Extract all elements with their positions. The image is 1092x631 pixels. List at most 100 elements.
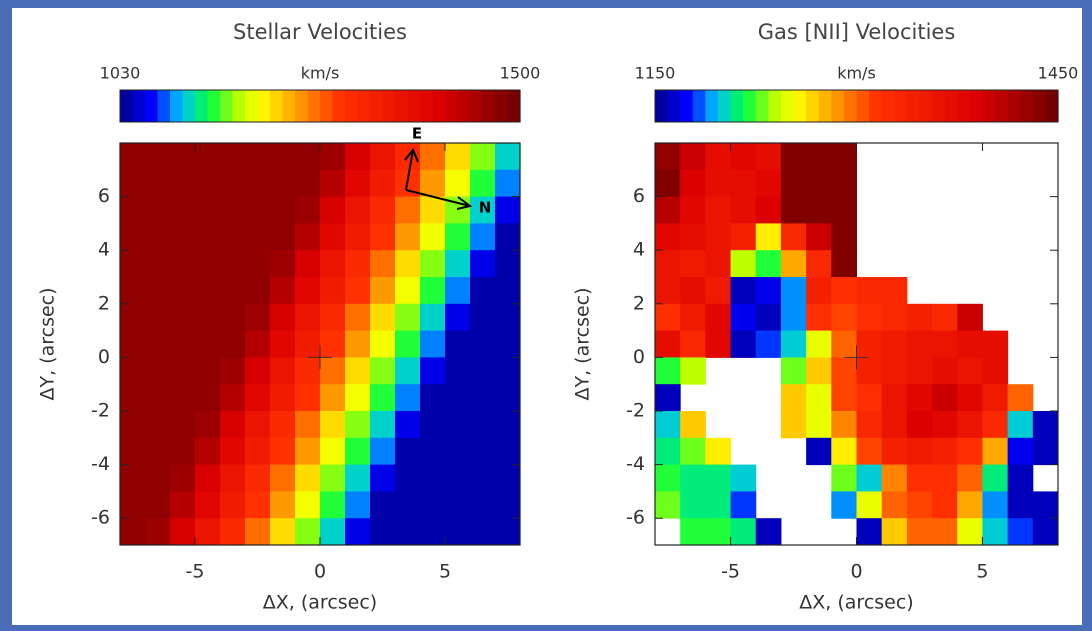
heatmap-cell xyxy=(470,330,496,358)
colorbar-min: 1030 xyxy=(100,64,141,83)
heatmap-cell xyxy=(831,357,857,385)
y-tick-label: 4 xyxy=(98,239,110,261)
heatmap-cell xyxy=(705,518,732,546)
heatmap-cell xyxy=(145,411,171,439)
heatmap-cell xyxy=(120,250,146,278)
heatmap-cell xyxy=(705,437,732,466)
y-tick-label: 6 xyxy=(633,185,645,207)
heatmap-cell xyxy=(730,250,757,278)
heatmap-cell xyxy=(806,437,832,466)
heatmap-cell xyxy=(780,143,807,171)
heatmap-cell xyxy=(856,411,883,439)
heatmap-cell xyxy=(806,196,832,224)
colorbar-band xyxy=(157,90,171,122)
heatmap-cell xyxy=(220,250,246,278)
heatmap-cell xyxy=(120,223,146,251)
chart-title: Gas [NII] Velocities xyxy=(758,20,956,44)
heatmap-cell xyxy=(370,437,396,466)
heatmap-cell xyxy=(370,518,396,546)
heatmap-cell xyxy=(245,223,271,251)
heatmap-cell xyxy=(245,330,271,358)
colorbar-band xyxy=(495,90,509,122)
y-tick-label: -4 xyxy=(626,453,645,475)
heatmap-cell xyxy=(831,437,857,466)
heatmap-cell xyxy=(470,491,496,519)
heatmap-cell xyxy=(655,437,681,466)
heatmap-cell xyxy=(445,303,471,332)
heatmap-cell xyxy=(220,303,246,332)
colorbar-max: 1450 xyxy=(1038,64,1079,83)
heatmap-cell xyxy=(705,196,732,224)
heatmap-cell xyxy=(495,143,521,171)
heatmap-cell xyxy=(445,464,471,492)
heatmap-cell xyxy=(145,437,171,466)
heatmap-cell xyxy=(806,411,832,439)
heatmap-cell xyxy=(170,169,196,198)
heatmap-cell xyxy=(982,330,1009,358)
heatmap-cell xyxy=(295,143,321,171)
heatmap-cell xyxy=(195,411,221,439)
heatmap-cell xyxy=(831,196,857,224)
y-tick-label: -6 xyxy=(626,507,645,529)
heatmap-cell xyxy=(295,384,321,412)
heatmap-cell xyxy=(320,277,346,305)
heatmap xyxy=(655,143,1059,546)
colorbar-band xyxy=(307,90,321,122)
heatmap-cell xyxy=(420,169,446,198)
heatmap-cell xyxy=(370,223,396,251)
compass-arrowhead xyxy=(456,196,473,210)
colorbar-band xyxy=(780,90,795,122)
heatmap-cell xyxy=(445,357,471,385)
heatmap-cell xyxy=(170,303,196,332)
heatmap-cell xyxy=(445,143,471,171)
heatmap-cell xyxy=(245,437,271,466)
heatmap-cell xyxy=(320,464,346,492)
heatmap-cell xyxy=(270,491,296,519)
compass-east: E xyxy=(412,125,422,143)
colorbar-max: 1500 xyxy=(500,64,541,83)
heatmap-cell xyxy=(470,437,496,466)
heatmap-cell xyxy=(495,411,521,439)
heatmap-cell xyxy=(932,464,958,492)
heatmap-cell xyxy=(170,196,196,224)
heatmap-cell xyxy=(881,437,908,466)
colorbar-band xyxy=(457,90,471,122)
heatmap-cell xyxy=(806,303,832,332)
colorbar-band xyxy=(145,90,159,122)
heatmap-cell xyxy=(806,384,832,412)
heatmap-cell xyxy=(780,277,807,305)
heatmap-cell xyxy=(680,143,706,171)
heatmap-cell xyxy=(881,491,908,519)
heatmap-cell xyxy=(120,464,146,492)
heatmap-cell xyxy=(1007,491,1034,519)
heatmap-cell xyxy=(245,518,271,546)
heatmap-cell xyxy=(856,491,883,519)
heatmap-cell xyxy=(370,411,396,439)
heatmap-cell xyxy=(705,143,732,171)
heatmap-cell xyxy=(345,303,371,332)
colorbar-band xyxy=(470,90,484,122)
heatmap-cell xyxy=(220,169,246,198)
colorbar-band xyxy=(818,90,832,122)
heatmap-cell xyxy=(881,303,908,332)
heatmap-cell xyxy=(856,357,883,385)
heatmap-cell xyxy=(957,357,983,385)
heatmap-cell xyxy=(345,384,371,412)
heatmap-cell xyxy=(655,464,681,492)
heatmap-cell xyxy=(957,491,983,519)
heatmap-cell xyxy=(1007,437,1034,466)
heatmap-cell xyxy=(220,464,246,492)
heatmap-cell xyxy=(445,518,471,546)
heatmap-cell xyxy=(495,464,521,492)
heatmap-cell xyxy=(445,169,471,198)
heatmap-cell xyxy=(730,330,757,358)
heatmap-cell xyxy=(982,464,1009,492)
heatmap-cell xyxy=(170,277,196,305)
heatmap-cell xyxy=(120,196,146,224)
heatmap-cell xyxy=(680,464,706,492)
colorbar-band xyxy=(856,90,870,122)
colorbar-label: km/s xyxy=(837,64,876,83)
heatmap-cell xyxy=(655,143,681,171)
heatmap-cell xyxy=(195,437,221,466)
heatmap-cell xyxy=(170,411,196,439)
